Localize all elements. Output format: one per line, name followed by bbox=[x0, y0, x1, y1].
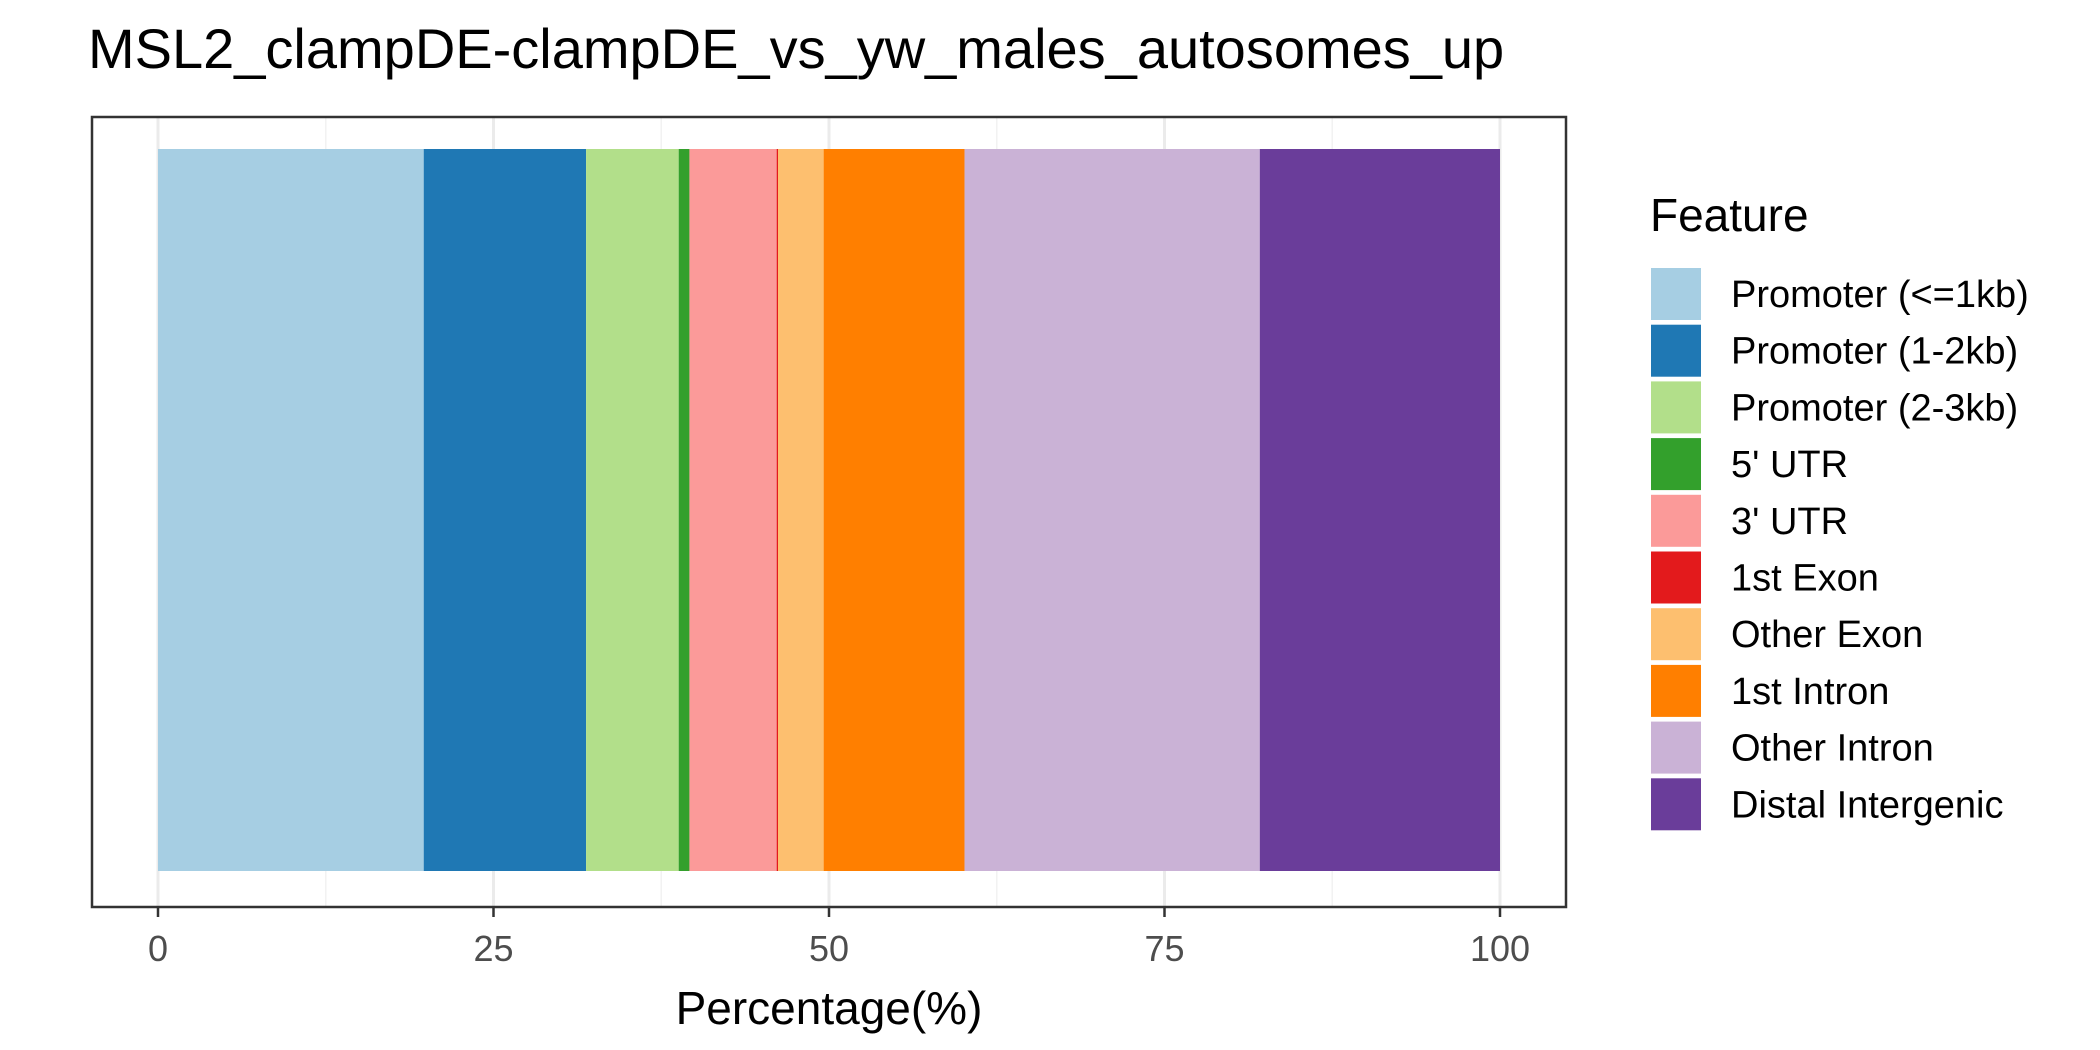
bar-segment bbox=[678, 149, 690, 871]
bar-segments bbox=[158, 149, 1500, 871]
legend-key bbox=[1651, 721, 1701, 774]
legend-label: 5' UTR bbox=[1731, 444, 1848, 486]
legend-key bbox=[1651, 551, 1701, 604]
legend-key bbox=[1651, 608, 1701, 661]
legend-label: Promoter (1-2kb) bbox=[1731, 331, 2018, 373]
bar-segment bbox=[1259, 149, 1500, 871]
legend-label: Promoter (2-3kb) bbox=[1731, 387, 2018, 429]
legend-key bbox=[1651, 381, 1701, 434]
legend-label: 3' UTR bbox=[1731, 501, 1848, 543]
legend-key bbox=[1651, 778, 1701, 831]
legend-key bbox=[1651, 324, 1701, 377]
legend-label: 1st Exon bbox=[1731, 558, 1879, 600]
legend: Promoter (<=1kb) Promoter (1-2kb) Promoter… bbox=[1651, 268, 2029, 831]
legend-key bbox=[1651, 268, 1701, 320]
legend-label: Promoter (<=1kb) bbox=[1731, 274, 2029, 316]
bar-segment bbox=[823, 149, 965, 871]
legend-key bbox=[1651, 664, 1701, 717]
bar-segment bbox=[964, 149, 1260, 871]
legend-title: Feature bbox=[1650, 189, 1809, 241]
x-tick-label: 25 bbox=[473, 928, 513, 969]
x-tick-label: 50 bbox=[809, 928, 849, 969]
bar-segment bbox=[158, 149, 424, 871]
legend-label: Other Intron bbox=[1731, 728, 1934, 770]
bar-segment bbox=[689, 149, 777, 871]
x-axis: 0 25 50 75 100 bbox=[148, 907, 1530, 969]
x-tick-label: 100 bbox=[1470, 928, 1530, 969]
bar-segment bbox=[778, 149, 824, 871]
chart-title: MSL2_clampDE-clampDE_vs_yw_males_autosom… bbox=[88, 17, 1504, 80]
legend-label: Distal Intergenic bbox=[1731, 784, 2003, 826]
x-axis-title: Percentage(%) bbox=[676, 982, 983, 1034]
x-tick-label: 0 bbox=[148, 928, 168, 969]
x-tick-label: 75 bbox=[1144, 928, 1184, 969]
legend-label: Other Exon bbox=[1731, 614, 1923, 656]
bar-segment bbox=[423, 149, 587, 871]
legend-key bbox=[1651, 494, 1701, 547]
bar-segment bbox=[776, 149, 779, 871]
bar-segment bbox=[586, 149, 679, 871]
legend-key bbox=[1651, 438, 1701, 491]
legend-label: 1st Intron bbox=[1731, 671, 1889, 713]
